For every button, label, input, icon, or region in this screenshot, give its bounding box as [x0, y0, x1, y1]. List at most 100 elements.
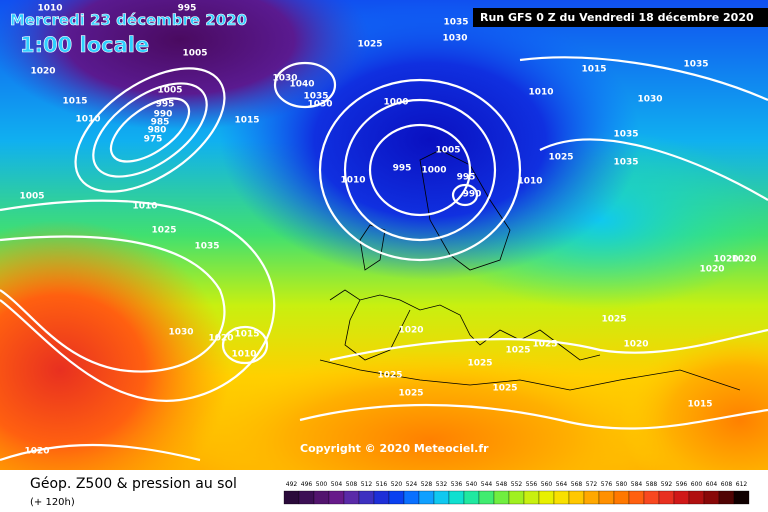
isobar-label: 1020	[731, 255, 756, 265]
isobar-label: 1010	[37, 4, 62, 14]
date: Mercredi 23 décembre 2020	[10, 11, 247, 29]
scale-label: 548	[496, 481, 508, 488]
scale-label: 524	[406, 481, 418, 488]
scale-swatch	[358, 490, 375, 505]
scale-label: 508	[346, 481, 358, 488]
isobar-label: 1020	[24, 447, 49, 457]
isobar-label: 1035	[613, 130, 638, 140]
isobar-label: 1035	[613, 158, 638, 168]
isobar-label: 990	[154, 110, 173, 120]
scale-label: 496	[301, 481, 313, 488]
isobar-label: 1020	[623, 340, 648, 350]
scale-label: 580	[616, 481, 628, 488]
scale-label: 560	[541, 481, 553, 488]
scale-label: 500	[316, 481, 328, 488]
scale-swatch	[688, 490, 705, 505]
scale-label: 520	[391, 481, 403, 488]
isobar-label: 1015	[687, 400, 712, 410]
isobar-label: 1020	[713, 255, 738, 265]
scale-label: 584	[631, 481, 643, 488]
scale-swatch	[628, 490, 645, 505]
scale-swatch	[433, 490, 450, 505]
isobar-label: 1030	[637, 95, 662, 105]
isobar-label: 1020	[208, 334, 233, 344]
scale-swatch	[673, 490, 690, 505]
isobar-label: 1020	[699, 265, 724, 275]
scale-label: 564	[556, 481, 568, 488]
isobar-label: 980	[148, 126, 167, 136]
scale-swatch	[463, 490, 480, 505]
isobar-label: 1035	[443, 18, 468, 28]
scale-label: 600	[691, 481, 703, 488]
scale-swatch	[538, 490, 555, 505]
isobar-label: 1025	[548, 153, 573, 163]
run-info: Run GFS 0 Z du Vendredi 18 décembre 2020	[480, 11, 754, 24]
isobar-label: 1005	[182, 49, 207, 59]
coastlines	[319, 149, 741, 391]
isobar-label: 1000	[383, 98, 408, 108]
isobar-label: 995	[156, 100, 175, 110]
scale-swatch	[403, 490, 420, 505]
isobar-label: 1025	[467, 359, 492, 369]
scale-swatch	[703, 490, 720, 505]
scale-swatch	[343, 490, 360, 505]
scale-swatch	[298, 490, 315, 505]
run-banner	[473, 8, 768, 27]
scale-label: 512	[361, 481, 373, 488]
isobar-label: 1010	[517, 177, 542, 187]
isobar-label: 1005	[19, 192, 44, 202]
scale-swatch	[388, 490, 405, 505]
isobar-label: 1020	[398, 326, 423, 336]
isobar-label: 1025	[601, 315, 626, 325]
scale-label: 588	[646, 481, 658, 488]
scale-label: 516	[376, 481, 388, 488]
scale-label: 592	[661, 481, 673, 488]
isobar-label: 975	[144, 135, 163, 145]
isobar-label: 1040	[289, 80, 314, 90]
isobars	[0, 56, 768, 462]
local-time: 1:00 locale	[20, 33, 149, 57]
scale-swatch	[613, 490, 630, 505]
scale-swatch	[568, 490, 585, 505]
scale-label: 572	[586, 481, 598, 488]
field-warm-east	[620, 330, 768, 510]
scale-swatch	[313, 490, 330, 505]
scale-label: 604	[706, 481, 718, 488]
legend-title: Géop. Z500 & pression au sol	[30, 476, 237, 492]
isobar-labels: 1010 995100510201015101010059959909859809…	[19, 4, 756, 457]
color-scale: 492 496 500 504 508 512 516 520 524 528 532 536 540 5…	[283, 481, 750, 505]
isobar-label: 1025	[357, 40, 382, 50]
scale-swatch	[373, 490, 390, 505]
scale-label: 528	[421, 481, 433, 488]
isobar-label: 985	[151, 118, 170, 128]
scale-label: 532	[436, 481, 448, 488]
scale-label: 544	[481, 481, 493, 488]
scale-swatch	[328, 490, 345, 505]
isobar-label: 1015	[234, 116, 259, 126]
isobar-label: 1025	[377, 371, 402, 381]
scale-label: 540	[466, 481, 478, 488]
isobar-label: 1030	[442, 34, 467, 44]
scale-swatch	[583, 490, 600, 505]
isobar-label: 1015	[581, 65, 606, 75]
scale-swatch	[718, 490, 735, 505]
isobar-label: 1010	[528, 88, 553, 98]
isobar-label: 990	[463, 190, 482, 200]
isobar-label: 1015	[62, 97, 87, 107]
scale-label: 568	[571, 481, 583, 488]
scale-swatch	[493, 490, 510, 505]
isobar-label: 1010	[231, 350, 256, 360]
isobar-label: 995	[178, 4, 197, 14]
scale-label: 612	[736, 481, 748, 488]
isobar-label: 1010	[340, 176, 365, 186]
scale-label: 552	[511, 481, 523, 488]
isobar-label: 1035	[194, 242, 219, 252]
isobar-label: 1005	[435, 146, 460, 156]
field-low-atlantic	[0, 0, 370, 130]
isobar-label: 1020	[30, 67, 55, 77]
scale-label: 492	[286, 481, 298, 488]
scale-swatch	[418, 490, 435, 505]
isobar-label: 1005	[157, 86, 182, 96]
